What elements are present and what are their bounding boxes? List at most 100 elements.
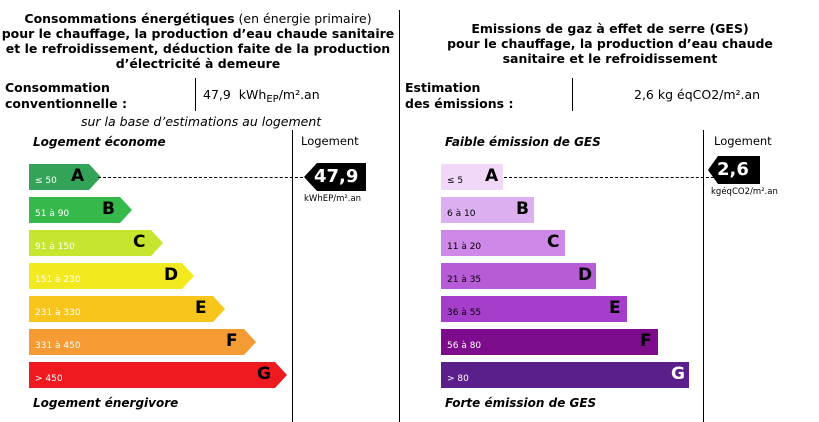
energy-class-bar-g: > 450 G bbox=[29, 362, 287, 388]
energy-class-range-c: 91 à 150 bbox=[35, 242, 75, 252]
energy-class-shape-g bbox=[29, 362, 287, 388]
energy-label-line-1: Consommation bbox=[5, 80, 110, 95]
energy-class-range-d: 151 à 230 bbox=[35, 275, 81, 285]
energy-pointer-value: 47,9 bbox=[314, 166, 359, 187]
energy-class-shape-b bbox=[29, 197, 132, 223]
energy-header-bold: Consommations énergétiques bbox=[24, 11, 235, 26]
energy-logement-header: Logement bbox=[301, 134, 359, 148]
energy-class-shape-d bbox=[29, 263, 194, 289]
energy-class-letter-d: D bbox=[164, 265, 179, 285]
energy-class-letter-c: C bbox=[133, 232, 146, 252]
ges-logement-column-separator bbox=[703, 130, 704, 422]
ges-class-bar-c: 11 à 20 C bbox=[441, 230, 565, 256]
energy-class-bar-c: 91 à 150 C bbox=[29, 230, 163, 256]
energy-pointer-unit: kWhEP/m².an bbox=[304, 194, 362, 204]
ges-class-bar-g: > 80 G bbox=[441, 362, 689, 388]
ges-scale-bottom-label: Forte émission de GES bbox=[445, 396, 597, 410]
energy-scale-top-label: Logement économe bbox=[33, 135, 166, 149]
energy-class-range-f: 331 à 450 bbox=[35, 341, 81, 351]
ges-pointer-line bbox=[504, 177, 714, 178]
ges-class-shape-b bbox=[441, 197, 534, 223]
energy-class-shape-c bbox=[29, 230, 163, 256]
ges-label-line-2: des émissions : bbox=[405, 96, 514, 111]
energy-class-bar-a: ≤ 50 A bbox=[29, 164, 101, 190]
ges-scale-top-label: Faible émission de GES bbox=[445, 135, 601, 149]
ges-class-shape-e bbox=[441, 296, 627, 322]
energy-header-thin: (en énergie primaire) bbox=[234, 11, 372, 26]
ges-class-letter-e: E bbox=[609, 298, 621, 318]
ges-class-letter-d: D bbox=[578, 265, 593, 285]
energy-class-range-a: ≤ 50 bbox=[35, 176, 57, 186]
ges-pointer-arrow bbox=[708, 156, 760, 184]
ges-class-shape-a bbox=[441, 164, 503, 190]
energy-value-unit-sub: EP bbox=[266, 94, 279, 105]
ges-class-range-e: 36 à 55 bbox=[447, 308, 482, 318]
energy-value-unit-pre: kWh bbox=[238, 87, 267, 102]
energy-pointer-arrow bbox=[304, 163, 366, 191]
ges-pointer: 2,6 bbox=[708, 156, 760, 184]
energy-class-bar-b: 51 à 90 B bbox=[29, 197, 132, 223]
energy-class-letter-g: G bbox=[257, 364, 271, 384]
energy-header-line-2: pour le chauffage, la production d’eau c… bbox=[1, 26, 395, 41]
ges-pointer-value: 2,6 bbox=[717, 159, 749, 180]
ges-class-bar-a: ≤ 5 A bbox=[441, 164, 503, 190]
energy-class-range-b: 51 à 90 bbox=[35, 209, 70, 219]
energy-class-letter-e: E bbox=[195, 298, 207, 318]
ges-class-shape-d bbox=[441, 263, 596, 289]
energy-value-unit-post: /m².an bbox=[278, 87, 320, 102]
energy-value-number: 47,9 bbox=[203, 87, 231, 102]
ges-class-range-d: 21 à 35 bbox=[447, 275, 482, 285]
energy-header-line-3: et le refroidissement, déduction faite d… bbox=[5, 41, 391, 56]
ges-class-bar-e: 36 à 55 E bbox=[441, 296, 627, 322]
ges-class-range-f: 56 à 80 bbox=[447, 341, 482, 351]
energy-label-line-2: conventionnelle : bbox=[5, 96, 127, 111]
energy-class-letter-a: A bbox=[71, 166, 85, 186]
energy-header-line-4: d’électricité à demeure bbox=[115, 56, 281, 71]
energy-header: Consommations énergétiques (en énergie p… bbox=[0, 11, 396, 71]
ges-pointer-unit: kgéqCO2/m².an bbox=[711, 187, 778, 197]
ges-value-separator bbox=[572, 78, 573, 111]
ges-class-bar-f: 56 à 80 F bbox=[441, 329, 658, 355]
ges-class-letter-c: C bbox=[547, 232, 560, 252]
energy-class-letter-b: B bbox=[102, 199, 115, 219]
energy-class-shape-a bbox=[29, 164, 101, 190]
energy-logement-column-separator bbox=[292, 130, 293, 422]
ges-class-shape-g bbox=[441, 362, 689, 388]
ges-header-line-2: pour le chauffage, la production d’eau c… bbox=[447, 36, 773, 51]
ges-class-letter-b: B bbox=[516, 199, 529, 219]
energy-class-range-e: 231 à 330 bbox=[35, 308, 81, 318]
energy-class-bar-e: 231 à 330 E bbox=[29, 296, 225, 322]
energy-scale-bottom-label: Logement énergivore bbox=[33, 396, 179, 410]
ges-class-letter-f: F bbox=[640, 331, 652, 351]
ges-class-bar-d: 21 à 35 D bbox=[441, 263, 596, 289]
energy-class-bar-f: 331 à 450 F bbox=[29, 329, 256, 355]
energy-note: sur la base d’estimations au logement bbox=[81, 114, 322, 129]
energy-consumption-label: Consommation conventionnelle : bbox=[5, 80, 127, 112]
energy-class-shape-e bbox=[29, 296, 225, 322]
ges-estimation-label: Estimation des émissions : bbox=[405, 80, 513, 112]
energy-class-bar-d: 151 à 230 D bbox=[29, 263, 194, 289]
ges-class-range-g: > 80 bbox=[447, 374, 469, 384]
ges-class-range-b: 6 à 10 bbox=[447, 209, 476, 219]
ges-value: 2,6 kg éqCO2/m².an bbox=[634, 87, 761, 102]
energy-pointer-line bbox=[98, 177, 308, 178]
ges-header-line-3: sanitaire et le refroidissement bbox=[502, 51, 718, 66]
energy-class-letter-f: F bbox=[226, 331, 238, 351]
ges-class-range-a: ≤ 5 bbox=[447, 176, 464, 186]
ges-logement-header: Logement bbox=[714, 134, 772, 148]
ges-class-range-c: 11 à 20 bbox=[447, 242, 482, 252]
energy-value-separator bbox=[195, 78, 196, 111]
ges-class-shape-f bbox=[441, 329, 658, 355]
ges-class-letter-g: G bbox=[671, 364, 685, 384]
ges-header-line-1: Emissions de gaz à effet de serre (GES) bbox=[471, 21, 749, 36]
ges-header: Emissions de gaz à effet de serre (GES) … bbox=[400, 21, 819, 66]
ges-class-bar-b: 6 à 10 B bbox=[441, 197, 534, 223]
energy-pointer: 47,9 bbox=[304, 163, 366, 191]
ges-class-letter-a: A bbox=[485, 166, 499, 186]
ges-class-shape-c bbox=[441, 230, 565, 256]
energy-class-shape-f bbox=[29, 329, 256, 355]
energy-class-range-g: > 450 bbox=[35, 374, 63, 384]
energy-value: 47,9 kWhEP/m².an bbox=[203, 87, 320, 105]
center-divider bbox=[399, 10, 400, 422]
ges-label-line-1: Estimation bbox=[405, 80, 481, 95]
